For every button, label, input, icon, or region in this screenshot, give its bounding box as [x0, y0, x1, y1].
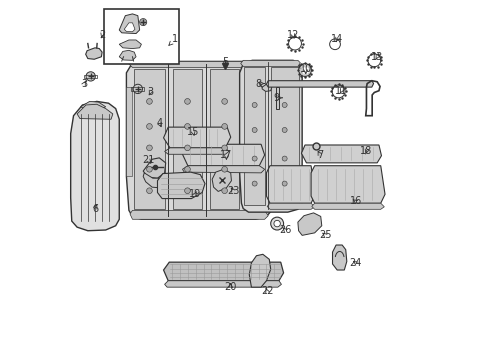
Text: 25: 25	[319, 230, 332, 240]
Polygon shape	[126, 87, 132, 176]
Circle shape	[147, 145, 152, 151]
Text: 6: 6	[92, 203, 98, 213]
Circle shape	[147, 166, 152, 172]
Circle shape	[222, 123, 227, 129]
Text: 8: 8	[255, 78, 265, 89]
Circle shape	[185, 188, 190, 194]
Circle shape	[86, 72, 96, 81]
Polygon shape	[164, 262, 284, 281]
Polygon shape	[157, 172, 205, 199]
Text: 5: 5	[222, 57, 228, 67]
Circle shape	[282, 103, 287, 108]
Circle shape	[222, 188, 227, 194]
Polygon shape	[333, 245, 347, 270]
Circle shape	[185, 123, 190, 129]
Circle shape	[222, 166, 227, 172]
Circle shape	[252, 127, 257, 132]
Polygon shape	[143, 173, 162, 188]
Polygon shape	[270, 67, 298, 205]
Text: 22: 22	[261, 287, 273, 296]
Text: 14: 14	[331, 34, 343, 44]
Text: 3: 3	[81, 78, 87, 89]
Text: 1: 1	[169, 34, 178, 45]
Polygon shape	[143, 158, 166, 178]
Text: 26: 26	[279, 225, 291, 235]
Polygon shape	[249, 254, 270, 287]
Polygon shape	[165, 281, 281, 287]
Polygon shape	[276, 87, 279, 109]
Circle shape	[252, 103, 257, 108]
Polygon shape	[119, 14, 140, 33]
Polygon shape	[267, 203, 315, 209]
Polygon shape	[71, 102, 119, 231]
Polygon shape	[182, 144, 265, 166]
Circle shape	[185, 99, 190, 104]
Text: 10: 10	[299, 64, 312, 74]
Polygon shape	[164, 127, 231, 148]
Circle shape	[147, 99, 152, 104]
Polygon shape	[86, 48, 102, 59]
Circle shape	[222, 145, 227, 151]
Text: 15: 15	[187, 127, 199, 137]
Circle shape	[222, 99, 227, 104]
Polygon shape	[240, 60, 302, 212]
Text: 20: 20	[224, 282, 237, 292]
Text: 13: 13	[371, 52, 383, 62]
Polygon shape	[212, 169, 231, 192]
FancyBboxPatch shape	[104, 9, 179, 64]
Polygon shape	[119, 40, 142, 49]
Polygon shape	[126, 62, 272, 219]
Circle shape	[282, 156, 287, 161]
Text: 12: 12	[287, 30, 299, 40]
Polygon shape	[267, 166, 316, 203]
Text: 19: 19	[189, 189, 201, 199]
Text: 9: 9	[273, 93, 282, 103]
Polygon shape	[182, 166, 265, 173]
Circle shape	[282, 181, 287, 186]
Polygon shape	[130, 210, 268, 219]
Text: 23: 23	[227, 186, 240, 197]
Circle shape	[133, 84, 143, 94]
Polygon shape	[245, 67, 265, 205]
Text: 18: 18	[360, 147, 372, 157]
Polygon shape	[301, 145, 381, 163]
Circle shape	[274, 220, 280, 227]
Circle shape	[147, 123, 152, 129]
Circle shape	[185, 166, 190, 172]
Polygon shape	[81, 102, 106, 111]
Circle shape	[252, 181, 257, 186]
Polygon shape	[129, 62, 270, 67]
Circle shape	[282, 127, 287, 132]
Text: 24: 24	[349, 258, 362, 268]
Text: 4: 4	[156, 118, 162, 128]
Circle shape	[147, 188, 152, 194]
Polygon shape	[77, 104, 113, 119]
Circle shape	[185, 145, 190, 151]
Circle shape	[140, 18, 147, 26]
Circle shape	[270, 217, 284, 230]
Text: 17: 17	[220, 150, 233, 160]
Text: 11: 11	[335, 86, 347, 96]
Text: 7: 7	[317, 150, 323, 160]
Polygon shape	[267, 81, 373, 87]
Polygon shape	[311, 166, 385, 203]
Polygon shape	[312, 203, 384, 209]
Text: 3: 3	[147, 87, 153, 98]
Circle shape	[252, 156, 257, 161]
Polygon shape	[173, 69, 202, 208]
Text: 21: 21	[143, 156, 155, 165]
Polygon shape	[165, 148, 229, 154]
Polygon shape	[119, 50, 136, 60]
Polygon shape	[298, 213, 322, 235]
Polygon shape	[124, 23, 135, 32]
Polygon shape	[134, 69, 165, 208]
Polygon shape	[267, 87, 272, 176]
Text: 2: 2	[99, 30, 105, 40]
Text: 16: 16	[349, 197, 362, 206]
Polygon shape	[262, 84, 272, 91]
Polygon shape	[210, 69, 239, 208]
Polygon shape	[241, 60, 300, 66]
